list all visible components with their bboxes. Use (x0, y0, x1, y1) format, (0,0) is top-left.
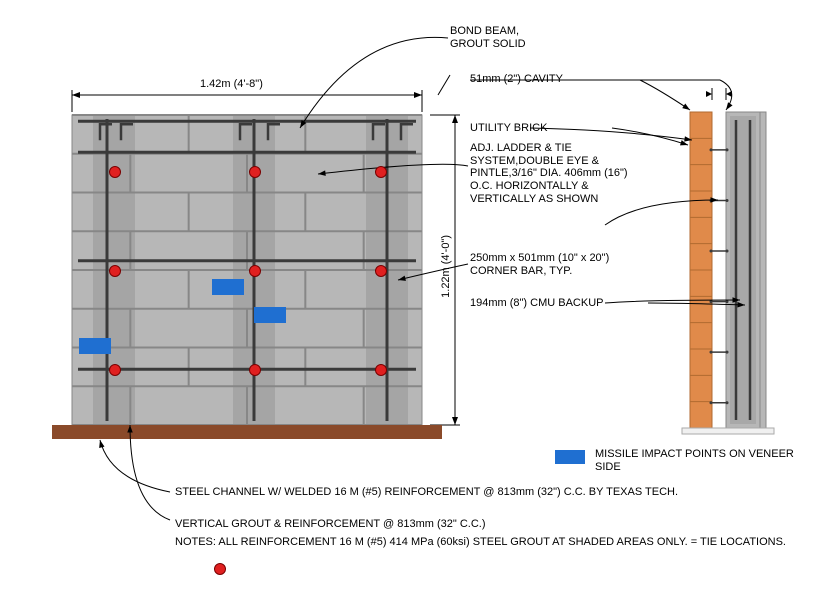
tie-location-dot (249, 166, 261, 178)
tie-location-dot (109, 166, 121, 178)
tie-location-dot (375, 166, 387, 178)
annot-vert-grout: VERTICAL GROUT & REINFORCEMENT @ 813mm (… (175, 517, 486, 531)
tie-location-dot (375, 265, 387, 277)
annot-notes: NOTES: ALL REINFORCEMENT 16 M (#5) 414 M… (175, 535, 786, 549)
tie-location-dot (109, 265, 121, 277)
impact-point (79, 338, 111, 354)
annot-bond-beam: BOND BEAM, GROUT SOLID (450, 25, 526, 50)
legend-impact-swatch (555, 450, 585, 464)
annot-steel-channel: STEEL CHANNEL W/ WELDED 16 M (#5) REINFO… (175, 485, 678, 499)
tie-location-dot (249, 265, 261, 277)
annot-cavity: 51mm (2") CAVITY (470, 73, 563, 86)
annot-ladder-tie: ADJ. LADDER & TIE SYSTEM,DOUBLE EYE & PI… (470, 142, 645, 205)
annot-cmu-backup: 194mm (8") CMU BACKUP (470, 297, 603, 310)
legend-impact-text: MISSILE IMPACT POINTS ON VENEER SIDE (595, 448, 795, 473)
legend-tie-dot (214, 563, 226, 575)
svg-overlay (0, 0, 827, 589)
diagram-stage: BOND BEAM, GROUT SOLID 51mm (2") CAVITY … (0, 0, 827, 589)
annot-utility-brick: UTILITY BRICK (470, 122, 547, 135)
dim-height: 1.22m (4'-0") (440, 235, 452, 298)
annot-corner-bar: 250mm x 501mm (10" x 20") CORNER BAR, TY… (470, 252, 645, 277)
tie-location-dot (249, 364, 261, 376)
impact-point (254, 307, 286, 323)
tie-location-dot (375, 364, 387, 376)
tie-location-dot (109, 364, 121, 376)
dim-width: 1.42m (4'-8") (200, 78, 263, 90)
impact-point (212, 279, 244, 295)
